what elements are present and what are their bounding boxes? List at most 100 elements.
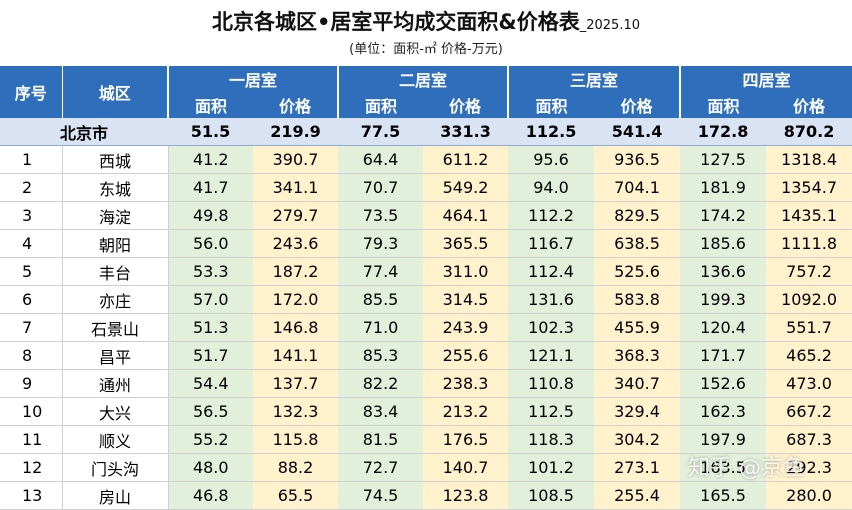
area-cell: 55.2 [168, 425, 253, 454]
area-cell: 41.7 [168, 173, 253, 202]
data-row: 12 门头沟 48.0 88.2 72.7 140.7 101.2 273.1 163.5 292… [0, 453, 852, 482]
price-cell: 667.2 [766, 397, 852, 426]
data-row: 2 东城 41.7 341.1 70.7 549.2 94.0 704.1 181.9 1354.… [0, 173, 852, 202]
title-text: 北京各城区•居室平均成交面积&价格表 [212, 10, 580, 34]
row-index: 11 [0, 425, 63, 454]
price-cell: 273.1 [594, 453, 681, 482]
group-header: 一居室 [166, 66, 339, 92]
price-cell: 176.5 [423, 425, 509, 454]
area-cell: 163.5 [680, 453, 767, 482]
area-cell: 51.7 [168, 341, 253, 370]
price-cell: 525.6 [594, 257, 681, 286]
price-cell: 638.5 [594, 229, 681, 258]
price-cell: 146.8 [253, 313, 339, 342]
row-index: 6 [0, 285, 63, 314]
area-cell: 120.4 [680, 313, 767, 342]
area-cell: 199.3 [680, 285, 767, 314]
sub-header: 价格 [423, 92, 509, 118]
summary-value: 112.5 [508, 118, 595, 146]
area-cell: 112.2 [508, 201, 595, 230]
data-row: 7 石景山 51.3 146.8 71.0 243.9 102.3 455.9 120.4 551… [0, 313, 852, 342]
district-name: 门头沟 [62, 453, 169, 482]
price-cell: 365.5 [423, 229, 509, 258]
price-cell: 341.1 [253, 173, 339, 202]
row-index: 10 [0, 397, 63, 426]
sub-header: 价格 [594, 92, 681, 118]
price-cell: 243.6 [253, 229, 339, 258]
price-table: 序号 城区 一居室 二居室 三居室 四居室 面积 价格 面积 价格 面积 价格 面积 价格 北京市 51.5 2… [0, 66, 852, 510]
area-cell: 85.5 [338, 285, 424, 314]
price-cell: 304.2 [594, 425, 681, 454]
title-date: _2025.10 [579, 18, 640, 33]
area-cell: 110.8 [508, 369, 595, 398]
summary-value: 541.4 [594, 118, 681, 146]
data-row: 4 朝阳 56.0 243.6 79.3 365.5 116.7 638.5 185.6 1111… [0, 229, 852, 258]
area-cell: 79.3 [338, 229, 424, 258]
area-cell: 116.7 [508, 229, 595, 258]
price-cell: 140.7 [423, 453, 509, 482]
area-cell: 72.7 [338, 453, 424, 482]
district-name: 石景山 [62, 313, 169, 342]
area-cell: 112.4 [508, 257, 595, 286]
area-cell: 136.6 [680, 257, 767, 286]
row-index: 12 [0, 453, 63, 482]
district-name: 海淀 [62, 201, 169, 230]
area-cell: 57.0 [168, 285, 253, 314]
area-cell: 83.4 [338, 397, 424, 426]
price-cell: 243.9 [423, 313, 509, 342]
row-index: 9 [0, 369, 63, 398]
price-cell: 187.2 [253, 257, 339, 286]
price-cell: 583.8 [594, 285, 681, 314]
price-cell: 255.4 [594, 481, 681, 510]
price-cell: 132.3 [253, 397, 339, 426]
area-cell: 95.6 [508, 145, 595, 174]
area-cell: 41.2 [168, 145, 253, 174]
area-cell: 101.2 [508, 453, 595, 482]
group-header: 二居室 [337, 66, 509, 92]
district-name: 朝阳 [62, 229, 169, 258]
row-index: 5 [0, 257, 63, 286]
summary-value: 219.9 [253, 118, 339, 146]
title: 北京各城区•居室平均成交面积&价格表_2025.10 [0, 6, 852, 36]
sub-header: 价格 [766, 92, 852, 118]
price-cell: 65.5 [253, 481, 339, 510]
area-cell: 64.4 [338, 145, 424, 174]
price-cell: 115.8 [253, 425, 339, 454]
district-name: 西城 [62, 145, 169, 174]
row-index: 4 [0, 229, 63, 258]
price-cell: 464.1 [423, 201, 509, 230]
subheader-row: 面积 价格 面积 价格 面积 价格 面积 价格 [0, 92, 852, 118]
price-cell: 465.2 [766, 341, 852, 370]
area-cell: 46.8 [168, 481, 253, 510]
price-cell: 314.5 [423, 285, 509, 314]
area-cell: 73.5 [338, 201, 424, 230]
price-cell: 551.7 [766, 313, 852, 342]
row-index: 7 [0, 313, 63, 342]
price-cell: 455.9 [594, 313, 681, 342]
district-name: 大兴 [62, 397, 169, 426]
sub-header: 面积 [679, 92, 767, 118]
price-cell: 829.5 [594, 201, 681, 230]
area-cell: 49.8 [168, 201, 253, 230]
area-cell: 94.0 [508, 173, 595, 202]
price-cell: 1354.7 [766, 173, 852, 202]
price-cell: 473.0 [766, 369, 852, 398]
price-cell: 88.2 [253, 453, 339, 482]
area-cell: 51.3 [168, 313, 253, 342]
area-cell: 118.3 [508, 425, 595, 454]
index-header: 序号 [0, 66, 62, 118]
area-cell: 77.4 [338, 257, 424, 286]
price-cell: 340.7 [594, 369, 681, 398]
area-cell: 48.0 [168, 453, 253, 482]
area-cell: 108.5 [508, 481, 595, 510]
data-row: 3 海淀 49.8 279.7 73.5 464.1 112.2 829.5 174.2 1435… [0, 201, 852, 230]
area-cell: 82.2 [338, 369, 424, 398]
area-cell: 152.6 [680, 369, 767, 398]
area-cell: 197.9 [680, 425, 767, 454]
data-row: 5 丰台 53.3 187.2 77.4 311.0 112.4 525.6 136.6 757.… [0, 257, 852, 286]
area-cell: 81.5 [338, 425, 424, 454]
price-cell: 611.2 [423, 145, 509, 174]
row-index: 13 [0, 481, 63, 510]
area-cell: 121.1 [508, 341, 595, 370]
